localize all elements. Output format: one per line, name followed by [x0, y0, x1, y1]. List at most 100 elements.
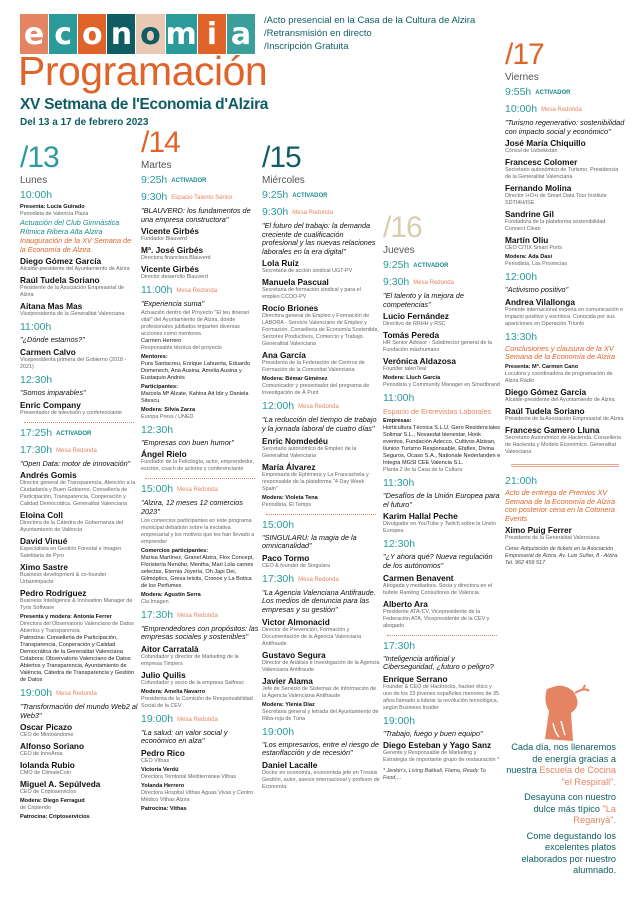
speaker-role: Empresaria de Ephimera y La Francachela …	[262, 471, 369, 492]
speaker-role: Director de Análisis e Investigación de …	[262, 659, 380, 673]
speaker-name: Manuela Pascual	[262, 277, 329, 288]
time-label: 10:00h	[505, 103, 538, 115]
speaker-name: Alfonso Soriano	[20, 741, 85, 752]
speaker-role: Cofundador y director de Marketing de la…	[141, 653, 239, 667]
session-time: 11:30h	[383, 477, 501, 490]
speaker-role: Planta 2 de la Casa de la Cultura	[383, 467, 463, 474]
speaker-role: Comunicador y presentador del programa d…	[262, 383, 370, 397]
speaker-name: Aitor Carratalà	[141, 643, 199, 654]
session-time: 12:00h Mesa Redonda	[262, 400, 380, 414]
speaker-role: Secretario Autonómico de Hacienda. Conse…	[505, 434, 621, 455]
session-time: 12:30h	[383, 538, 501, 551]
speaker-name: Carmen Benavent	[383, 572, 454, 583]
food-text: Cada día, nos llenaremos de energía grac…	[506, 742, 616, 775]
speaker-name: Alberto Ara	[383, 598, 428, 609]
time-label: 19:00h	[383, 714, 416, 727]
food-text: Desayuna con nuestro dulce más típico	[524, 792, 616, 814]
speaker-role: Presidente ATA-CV, Vicepresidente de la …	[383, 608, 490, 629]
info-text: Colabora: Observatorio Valenciano de Dat…	[20, 656, 135, 684]
speaker-role: CEO CITIX Smart Ports	[505, 245, 562, 252]
speaker-name: Francesc Gamero Lluna	[505, 424, 600, 435]
speaker-name: Ximo Puig Ferrer	[505, 525, 572, 536]
info-label: Modera: Violeta Tena	[262, 494, 318, 501]
note: Cena: Adquisición de tickets en la Asoci…	[505, 546, 619, 567]
speaker-role: Presidente de la Asociación Empresarial …	[505, 415, 624, 422]
speaker-role: Responsable técnica del proyecto	[141, 344, 222, 351]
speaker-name: Aitana Mas Mas	[20, 301, 83, 312]
speaker-role: Jefe de Servicio de Sistemas de Informac…	[262, 685, 377, 699]
speaker-name: Pedro Rico	[141, 747, 185, 758]
speaker-name: Mª. José Girbés	[141, 245, 204, 256]
session-time: 17:25h ACTIVADOR	[20, 427, 138, 441]
speaker-name: María Álvarez	[262, 461, 316, 472]
session-tag: Mesa Redonda	[177, 612, 218, 619]
speaker-role: Locutora y coordinadora de programación …	[505, 370, 613, 384]
info-label: Participantes:	[141, 383, 178, 390]
time-label: 11:00h	[141, 284, 173, 297]
time-label: 17:30h	[141, 608, 174, 621]
info-text: Carmen Herrero	[141, 337, 182, 344]
speaker-name: Enric Nomdedéu	[262, 435, 328, 446]
speaker-name: Gustavo Segura	[262, 649, 326, 660]
session-title: "Experiencia suma"	[141, 299, 205, 309]
speaker-role: Presidente de la Asociación Empresarial …	[20, 285, 124, 299]
day-name: Miércoles	[262, 175, 305, 186]
day-name: Martes	[141, 160, 172, 171]
time-label: 11:00h	[383, 392, 415, 405]
info-line: /Acto presencial en la Casa de la Cultur…	[264, 15, 476, 26]
day-name: Jueves	[383, 245, 415, 256]
speaker-role: de Criptendo	[20, 805, 51, 812]
session-time: 15:00h Mesa Redonda	[141, 483, 259, 497]
speaker-role: Director de Prevención, Formación y Docu…	[262, 626, 362, 647]
info-label: Modera: Silvia Zarza	[141, 406, 196, 413]
speaker-name: Francesc Colomer	[505, 157, 578, 168]
session-time: 9:25h ACTIVADOR	[383, 259, 501, 273]
day-number: /13	[20, 141, 60, 174]
session-time: 11:00h	[383, 392, 501, 405]
speaker-name: David Vinué	[20, 536, 68, 547]
info-line: /Inscripción Gratuita	[264, 41, 349, 52]
session-time: 19:00h Mesa Redonda	[20, 687, 138, 701]
time-label: 12:30h	[141, 423, 174, 436]
divider	[24, 421, 134, 423]
speaker-name: Diego Gómez García	[505, 386, 587, 397]
time-label: 12:00h	[505, 271, 538, 284]
divider	[145, 478, 255, 480]
session-title: "El futuro del trabajo: la demanda creci…	[262, 221, 376, 256]
time-label: 9:25h	[141, 174, 168, 186]
speaker-name: José María Chiquillo	[505, 138, 586, 149]
session-tag: Mesa Redonda	[56, 447, 97, 454]
time-label: 9:30h	[383, 276, 410, 288]
time-label: 17:30h	[20, 443, 53, 456]
speaker-role: Directora general de Empleo y Formación …	[262, 313, 379, 348]
info-label: Mentores:	[141, 353, 168, 360]
day-number: /14	[141, 126, 181, 159]
session-title: "BLAUVERD: los fundamentos de una empres…	[141, 206, 251, 224]
session-time: 9:25h ACTIVADOR	[262, 189, 380, 203]
session-time: 19:00h Mesa Redonda	[141, 713, 259, 727]
session-time: 17:30h Mesa Redonda	[141, 609, 259, 623]
speaker-name: Enric Company	[20, 399, 81, 410]
session-title: "Activismo positivo"	[505, 285, 569, 295]
highlight-title: Conclusiones y clausura de la XV Semana …	[505, 343, 616, 362]
speaker-role: Gerente y Responsable de Marketing y Est…	[383, 750, 500, 764]
speaker-role: CMO de ClimateCoin	[20, 770, 71, 777]
speaker-role: Alcalde-presidente del Ayuntamiento de A…	[20, 266, 130, 273]
speaker-role: Especialista en Gestión Forestal e Image…	[20, 546, 122, 560]
speaker-role: Abogada y mediadora. Socia y directora e…	[383, 582, 493, 596]
session-time: 10:00h	[20, 189, 138, 202]
session-time: 12:00h	[505, 271, 625, 284]
speaker-role: Periodista y Community Manager en Smartb…	[383, 382, 500, 389]
time-label: 13:30h	[505, 330, 538, 343]
speaker-name: Eloina Coll	[20, 510, 63, 521]
speaker-role: CEO de Mintoándome	[20, 732, 74, 739]
session-title: "La reducción del tiempo de trabajo y la…	[262, 415, 377, 433]
session-tag: ACTIVADOR	[413, 263, 449, 269]
speaker-role: Presentador de televisión y conferencian…	[20, 409, 122, 416]
speaker-name: Pedro Rodríguez	[20, 588, 87, 599]
day-column-miercoles: /15 Miércoles 9:25h ACTIVADOR 9:30h Mesa Redo…	[262, 143, 380, 791]
session-title: "Transformación del mundo Web2 al Web3"	[20, 702, 138, 720]
time-label: 12:30h	[383, 538, 416, 551]
session-time: 12:30h	[141, 424, 259, 437]
speaker-role: Periodista, El Temps	[262, 501, 312, 508]
